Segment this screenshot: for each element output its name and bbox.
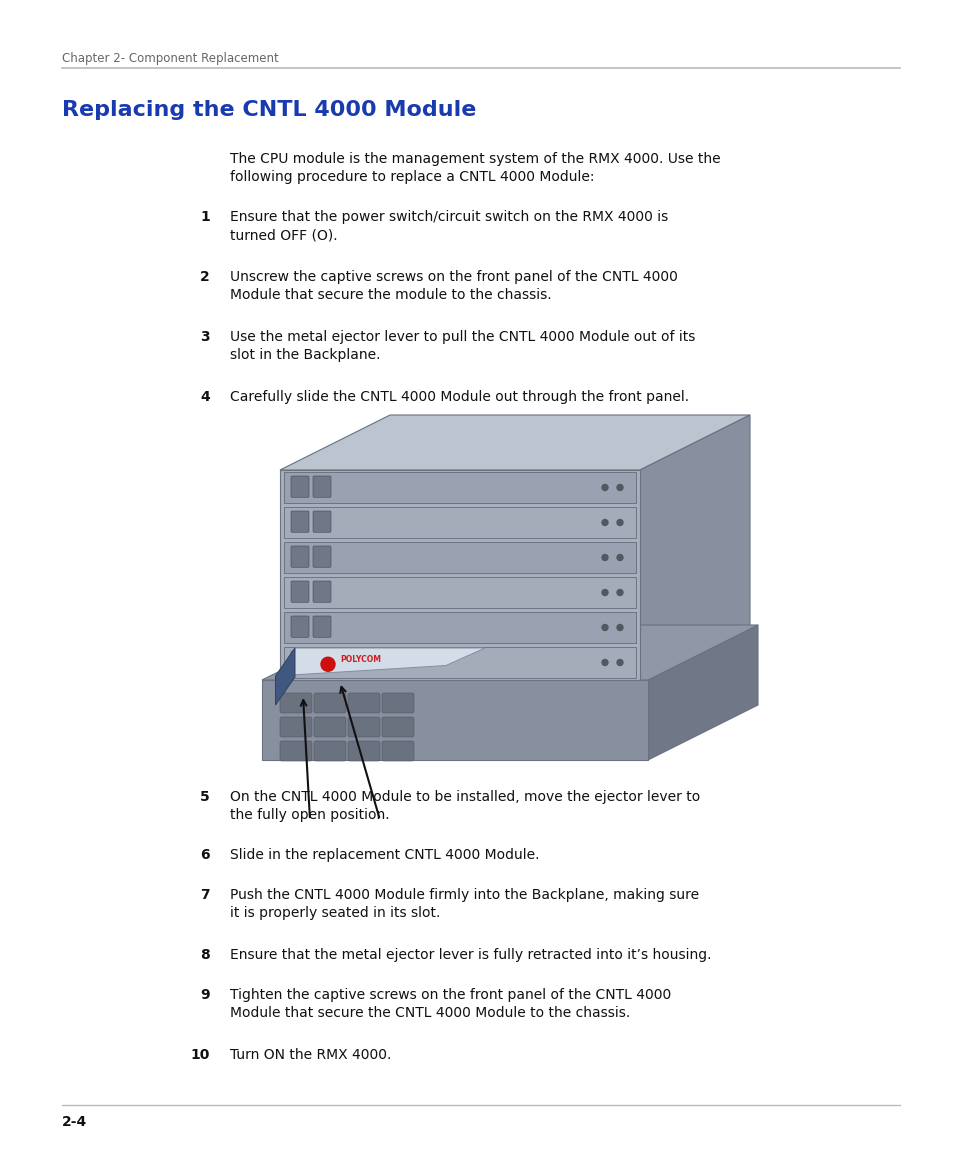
FancyBboxPatch shape — [348, 717, 379, 737]
FancyBboxPatch shape — [381, 742, 414, 761]
Text: On the CNTL 4000 Module to be installed, move the ejector lever to
the fully ope: On the CNTL 4000 Module to be installed,… — [230, 790, 700, 822]
Circle shape — [617, 660, 622, 665]
Text: 2: 2 — [200, 270, 210, 284]
Text: Push the CNTL 4000 Module firmly into the Backplane, making sure
it is properly : Push the CNTL 4000 Module firmly into th… — [230, 888, 699, 921]
Circle shape — [617, 625, 622, 631]
FancyBboxPatch shape — [291, 616, 309, 638]
Circle shape — [601, 484, 607, 491]
Bar — [284, 612, 636, 643]
Bar — [280, 470, 639, 680]
Text: 1: 1 — [200, 210, 210, 224]
Bar — [284, 507, 636, 538]
Text: 10: 10 — [191, 1048, 210, 1061]
Polygon shape — [647, 625, 758, 760]
Text: 2-4: 2-4 — [62, 1115, 87, 1128]
Bar — [284, 542, 636, 573]
FancyBboxPatch shape — [280, 717, 312, 737]
Circle shape — [617, 520, 622, 526]
Text: Replacing the CNTL 4000 Module: Replacing the CNTL 4000 Module — [62, 100, 476, 120]
Text: 5: 5 — [200, 790, 210, 804]
FancyBboxPatch shape — [348, 693, 379, 713]
Polygon shape — [262, 625, 758, 680]
Circle shape — [601, 554, 607, 560]
Circle shape — [601, 625, 607, 631]
Polygon shape — [639, 415, 749, 680]
Circle shape — [320, 657, 335, 671]
FancyBboxPatch shape — [314, 693, 346, 713]
Bar — [262, 680, 647, 760]
Text: 8: 8 — [200, 948, 210, 962]
FancyBboxPatch shape — [313, 511, 331, 532]
FancyBboxPatch shape — [291, 546, 309, 567]
Polygon shape — [275, 648, 484, 676]
Text: Chapter 2- Component Replacement: Chapter 2- Component Replacement — [62, 52, 278, 65]
FancyBboxPatch shape — [280, 742, 312, 761]
FancyBboxPatch shape — [291, 476, 309, 498]
Text: Ensure that the power switch/circuit switch on the RMX 4000 is
turned OFF (O).: Ensure that the power switch/circuit swi… — [230, 210, 667, 243]
Circle shape — [617, 484, 622, 491]
Text: Turn ON the RMX 4000.: Turn ON the RMX 4000. — [230, 1048, 391, 1061]
Circle shape — [617, 554, 622, 560]
FancyBboxPatch shape — [348, 742, 379, 761]
Circle shape — [601, 520, 607, 526]
Bar — [284, 647, 636, 678]
FancyBboxPatch shape — [291, 581, 309, 602]
Text: Unscrew the captive screws on the front panel of the CNTL 4000
Module that secur: Unscrew the captive screws on the front … — [230, 270, 678, 303]
FancyBboxPatch shape — [313, 651, 331, 672]
FancyBboxPatch shape — [313, 546, 331, 567]
Text: POLYCOM: POLYCOM — [339, 656, 380, 664]
Text: Slide in the replacement CNTL 4000 Module.: Slide in the replacement CNTL 4000 Modul… — [230, 848, 539, 862]
FancyBboxPatch shape — [381, 717, 414, 737]
Text: 6: 6 — [200, 848, 210, 862]
FancyBboxPatch shape — [313, 616, 331, 638]
Text: Ensure that the metal ejector lever is fully retracted into it’s housing.: Ensure that the metal ejector lever is f… — [230, 948, 711, 962]
FancyBboxPatch shape — [314, 717, 346, 737]
Text: Carefully slide the CNTL 4000 Module out through the front panel.: Carefully slide the CNTL 4000 Module out… — [230, 390, 688, 404]
Circle shape — [601, 660, 607, 665]
Circle shape — [617, 589, 622, 596]
Circle shape — [601, 589, 607, 596]
Polygon shape — [275, 648, 294, 705]
FancyBboxPatch shape — [314, 742, 346, 761]
FancyBboxPatch shape — [291, 651, 309, 672]
Text: 9: 9 — [200, 988, 210, 1003]
Text: Tighten the captive screws on the front panel of the CNTL 4000
Module that secur: Tighten the captive screws on the front … — [230, 988, 671, 1020]
Polygon shape — [280, 415, 749, 470]
FancyBboxPatch shape — [313, 581, 331, 602]
FancyBboxPatch shape — [280, 693, 312, 713]
Text: The CPU module is the management system of the RMX 4000. Use the
following proce: The CPU module is the management system … — [230, 152, 720, 185]
Text: 3: 3 — [200, 330, 210, 344]
Bar — [284, 472, 636, 502]
Bar — [284, 578, 636, 608]
FancyBboxPatch shape — [313, 476, 331, 498]
Text: 7: 7 — [200, 888, 210, 902]
Text: Use the metal ejector lever to pull the CNTL 4000 Module out of its
slot in the : Use the metal ejector lever to pull the … — [230, 330, 695, 363]
FancyBboxPatch shape — [291, 511, 309, 532]
FancyBboxPatch shape — [381, 693, 414, 713]
Text: 4: 4 — [200, 390, 210, 404]
